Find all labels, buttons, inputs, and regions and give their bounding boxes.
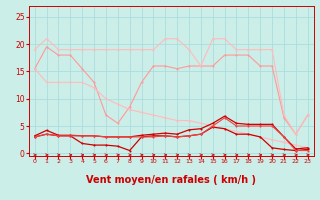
- X-axis label: Vent moyen/en rafales ( km/h ): Vent moyen/en rafales ( km/h ): [86, 175, 256, 185]
